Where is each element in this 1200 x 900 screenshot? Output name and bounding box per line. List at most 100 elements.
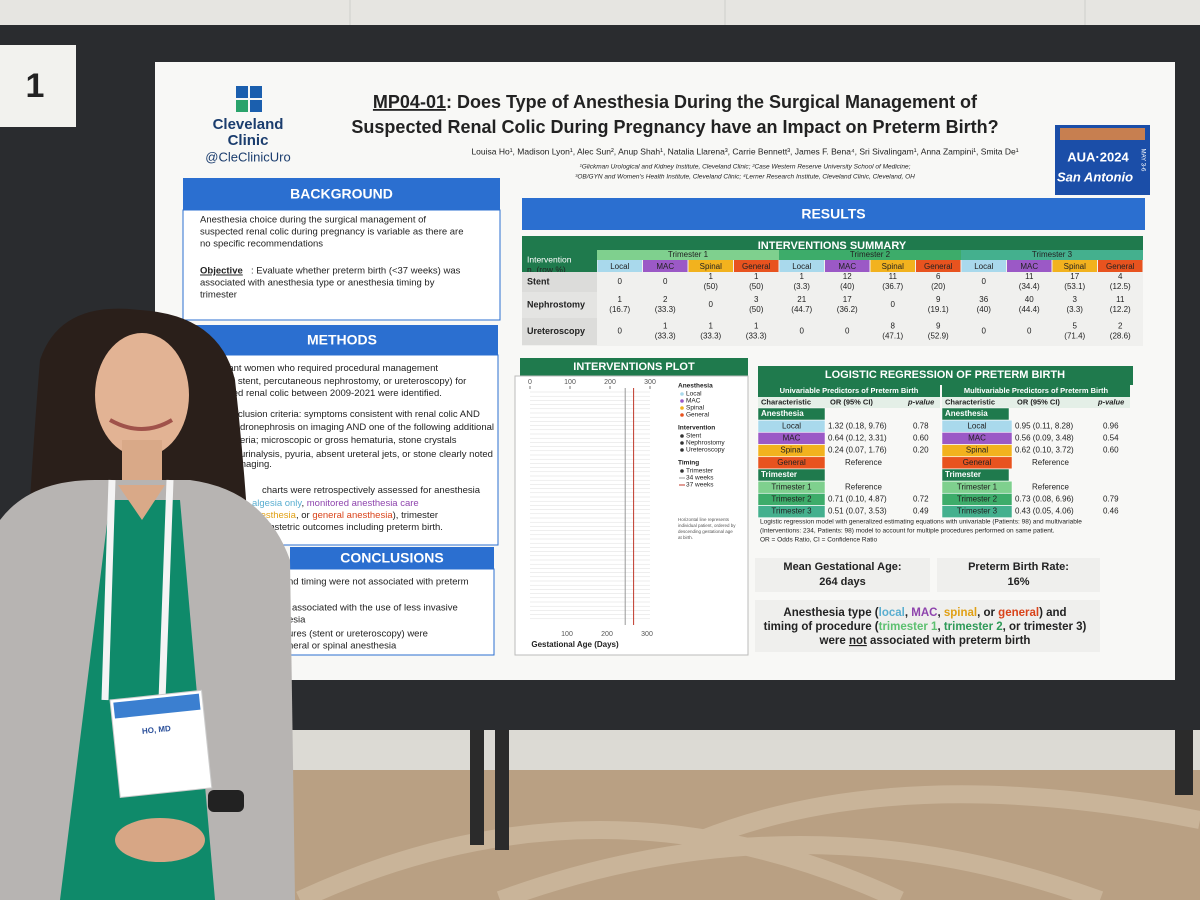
odds-ratio: 0.43 (0.05, 4.06): [1015, 507, 1074, 516]
table-cell: 9: [936, 295, 941, 304]
odds-ratio: 0.95 (0.11, 8.28): [1015, 421, 1073, 430]
row-label: Local: [967, 421, 986, 430]
text-segment: algesia only: [252, 498, 302, 509]
methods-line: ureteral stent, percutaneous nephrostomy…: [203, 376, 466, 387]
table-cell: (36.2): [837, 305, 858, 314]
odds-ratio: 0.56 (0.09, 3.48): [1015, 434, 1074, 443]
statement-line: Anesthesia type (local, MAC, spinal, or …: [783, 607, 1066, 619]
text-segment: general anesthesia: [312, 510, 393, 521]
conclusion-line: nd timing were not associated with prete…: [288, 577, 469, 588]
table-cell: 17: [843, 295, 852, 304]
text-segment: , or trimester 3): [1003, 621, 1087, 633]
methods-line: clusion criteria: symptoms consistent wi…: [238, 409, 480, 420]
stand-leg: [1175, 725, 1193, 795]
anesthesia-header: [779, 260, 824, 272]
legend-label: Stent: [686, 433, 701, 440]
trimester-header: [779, 250, 961, 260]
regression-heading-bar: [758, 366, 1133, 385]
row-label: Spinal: [966, 446, 988, 455]
methods-line: dronephrosis on imaging AND one of the f…: [240, 422, 494, 433]
logo-square: [236, 100, 248, 112]
conclusion-line: associated with the use of less invasive: [292, 603, 458, 614]
table-cell: 1: [709, 322, 714, 331]
row-label: Trimester 2: [771, 495, 812, 504]
section-heading-bar: [186, 325, 498, 355]
methods-line: imaging.: [236, 459, 272, 470]
anesthesia-header: [1098, 260, 1143, 272]
odds-ratio: 0.64 (0.12, 3.31): [828, 434, 887, 443]
row-label: Trimester 3: [957, 507, 998, 516]
table-cell: (50): [749, 282, 764, 291]
table-cell: 2: [1118, 322, 1123, 331]
table-cell: 3: [754, 295, 759, 304]
table-cell: (50): [749, 305, 764, 314]
legend-label: Spinal: [686, 405, 705, 412]
table-cell: 5: [1073, 322, 1078, 331]
badge-name: HO, MD: [142, 724, 172, 736]
conference-dates: MAY 3-6: [1139, 149, 1145, 172]
table-cell: 11: [889, 272, 898, 281]
trimester-header: [961, 250, 1143, 260]
column-header: p-value: [1097, 397, 1124, 406]
legend-label: 37 weeks: [686, 482, 714, 489]
stat-value: 264 days: [819, 576, 865, 588]
anesthesia-header: [597, 260, 642, 272]
text-segment: urinalysis, pyuria, absent ureteral jets…: [240, 449, 493, 460]
legend-marker: [680, 448, 684, 452]
legend-marker: [680, 399, 684, 403]
text-segment: : symptoms consistent with renal colic A…: [299, 409, 480, 420]
row-label: Trimester 1: [957, 482, 998, 491]
legend-label: 34 weeks: [686, 475, 714, 482]
presenter: [0, 308, 295, 900]
body-text: no specific recommendations: [200, 239, 323, 250]
legend-label: General: [686, 412, 710, 419]
table-columns-bar: [758, 397, 940, 408]
plot-heading: INTERVENTIONS PLOT: [573, 361, 695, 373]
text-segment: not: [849, 635, 867, 647]
table-cell: 0: [982, 327, 987, 336]
methods-line: anesthesia, or general anesthesia), trim…: [250, 510, 438, 521]
odds-ratio: 0.73 (0.08, 6.96): [1015, 495, 1074, 504]
text-segment: , or: [296, 510, 312, 521]
p-value: 0.96: [1103, 421, 1119, 430]
poster-title: Suspected Renal Colic During Pregnancy h…: [351, 117, 998, 137]
odds-ratio: Reference: [1032, 458, 1069, 467]
p-value: 0.72: [913, 495, 929, 504]
anesthesia-label: Spinal: [700, 262, 722, 271]
plot-note: Horizontal line represents: [678, 517, 730, 522]
p-value: 0.49: [913, 507, 929, 516]
column-header: p-value: [907, 397, 934, 406]
methods-line: eria; microscopic or gross hematuria, st…: [240, 435, 457, 446]
anesthesia-label: MAC: [838, 262, 856, 271]
table-cell: (52.9): [928, 332, 949, 341]
text-segment: ) and: [1039, 607, 1066, 619]
carpet-pattern: [296, 785, 1200, 900]
text-segment: trimester 1: [879, 621, 938, 633]
footnote: OR = Odds Ratio, CI = Confidence Ratio: [760, 537, 877, 544]
table-cell: (33.3): [655, 332, 676, 341]
text-segment: ,: [301, 498, 306, 509]
stat-label: Preterm Birth Rate:: [968, 561, 1069, 573]
text-segment: suspected renal colic between 2009-2021 …: [200, 388, 442, 399]
rear-panel: [260, 730, 1200, 770]
table-heading: INTERVENTIONS SUMMARY: [758, 240, 907, 252]
booth-sign: [0, 45, 76, 127]
table-cell: 0: [618, 277, 623, 286]
statement-line: were not associated with preterm birth: [819, 635, 1031, 647]
legend-marker: [680, 434, 684, 438]
row-label-cell: [522, 292, 597, 318]
text-segment: ,: [937, 607, 943, 619]
anesthesia-header: [825, 260, 870, 272]
p-value: 0.54: [1103, 434, 1119, 443]
stat-value: 16%: [1007, 576, 1029, 588]
legend-title: Intervention: [678, 425, 715, 432]
anesthesia-header: [734, 260, 779, 272]
table-cell: (3.3): [794, 282, 811, 291]
neck: [122, 440, 162, 485]
lanyard: [101, 479, 174, 701]
table-cell: (33.3): [655, 305, 676, 314]
odds-ratio: Reference: [845, 482, 882, 491]
anesthesia-label: General: [1106, 262, 1135, 271]
table-cell: (20): [931, 282, 946, 291]
corner-label: n, (row %): [527, 264, 566, 274]
